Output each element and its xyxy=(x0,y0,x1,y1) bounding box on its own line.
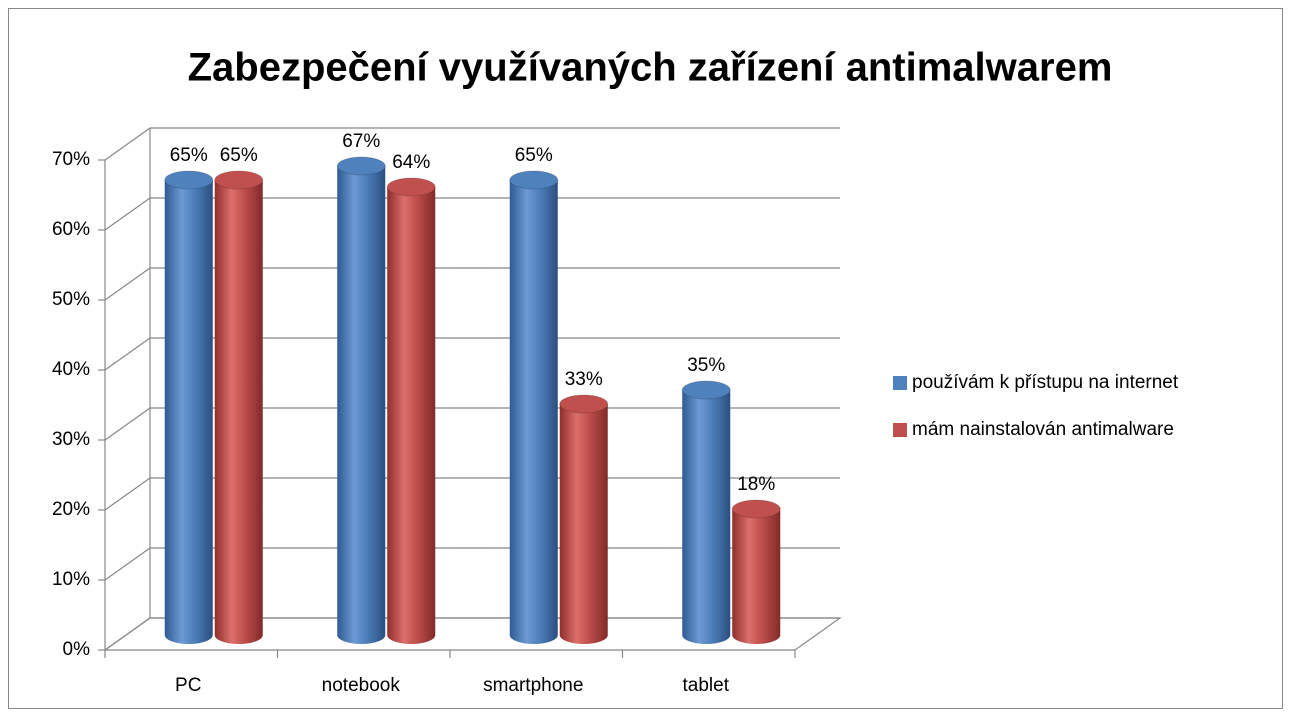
y-tick-label: 60% xyxy=(52,219,90,240)
grid-line xyxy=(104,337,840,371)
bar xyxy=(337,166,386,644)
legend-label: mám nainstalován antimalware xyxy=(912,419,1174,440)
legend-swatch xyxy=(893,376,907,390)
bar-top xyxy=(731,499,781,519)
grid-line xyxy=(104,267,840,301)
y-tick-label: 30% xyxy=(52,429,90,450)
data-label: 67% xyxy=(342,131,380,152)
x-tick-label: tablet xyxy=(683,675,730,696)
x-tick-label: notebook xyxy=(322,675,401,696)
bar xyxy=(732,509,781,644)
legend-swatch xyxy=(893,423,907,437)
y-tick-label: 10% xyxy=(52,569,90,590)
data-label: 35% xyxy=(687,355,725,376)
data-label: 18% xyxy=(737,474,775,495)
grid-line xyxy=(104,547,840,581)
chart-title: Zabezpečení využívaných zařízení antimal… xyxy=(188,46,1113,90)
bar-top xyxy=(559,394,609,414)
y-tick-label: 40% xyxy=(52,359,90,380)
grid-line xyxy=(104,407,840,441)
bar xyxy=(682,390,731,644)
bar-top xyxy=(386,177,436,197)
y-tick-label: 50% xyxy=(52,289,90,310)
data-label: 65% xyxy=(220,145,258,166)
y-tick-label: 70% xyxy=(52,149,90,170)
bar-top xyxy=(509,170,559,190)
y-tick-label: 0% xyxy=(63,639,91,660)
bar xyxy=(559,404,608,644)
bar xyxy=(387,187,436,644)
grid-line xyxy=(104,477,840,511)
bar-top xyxy=(214,170,264,190)
legend-label: používám k přístupu na internet xyxy=(912,372,1179,393)
bar xyxy=(164,180,213,644)
bar-top xyxy=(336,156,386,176)
data-label: 64% xyxy=(392,152,430,173)
x-tick-label: smartphone xyxy=(483,675,583,696)
data-label: 65% xyxy=(170,145,208,166)
x-tick-label: PC xyxy=(175,675,201,696)
y-tick-label: 20% xyxy=(52,499,90,520)
data-label: 33% xyxy=(565,369,603,390)
bar-top xyxy=(681,380,731,400)
data-label: 65% xyxy=(515,145,553,166)
grid-line xyxy=(104,127,840,161)
bar xyxy=(509,180,558,644)
grid-line xyxy=(104,617,840,651)
bar-top xyxy=(164,170,214,190)
grid-line xyxy=(104,197,840,231)
bar xyxy=(214,180,263,644)
